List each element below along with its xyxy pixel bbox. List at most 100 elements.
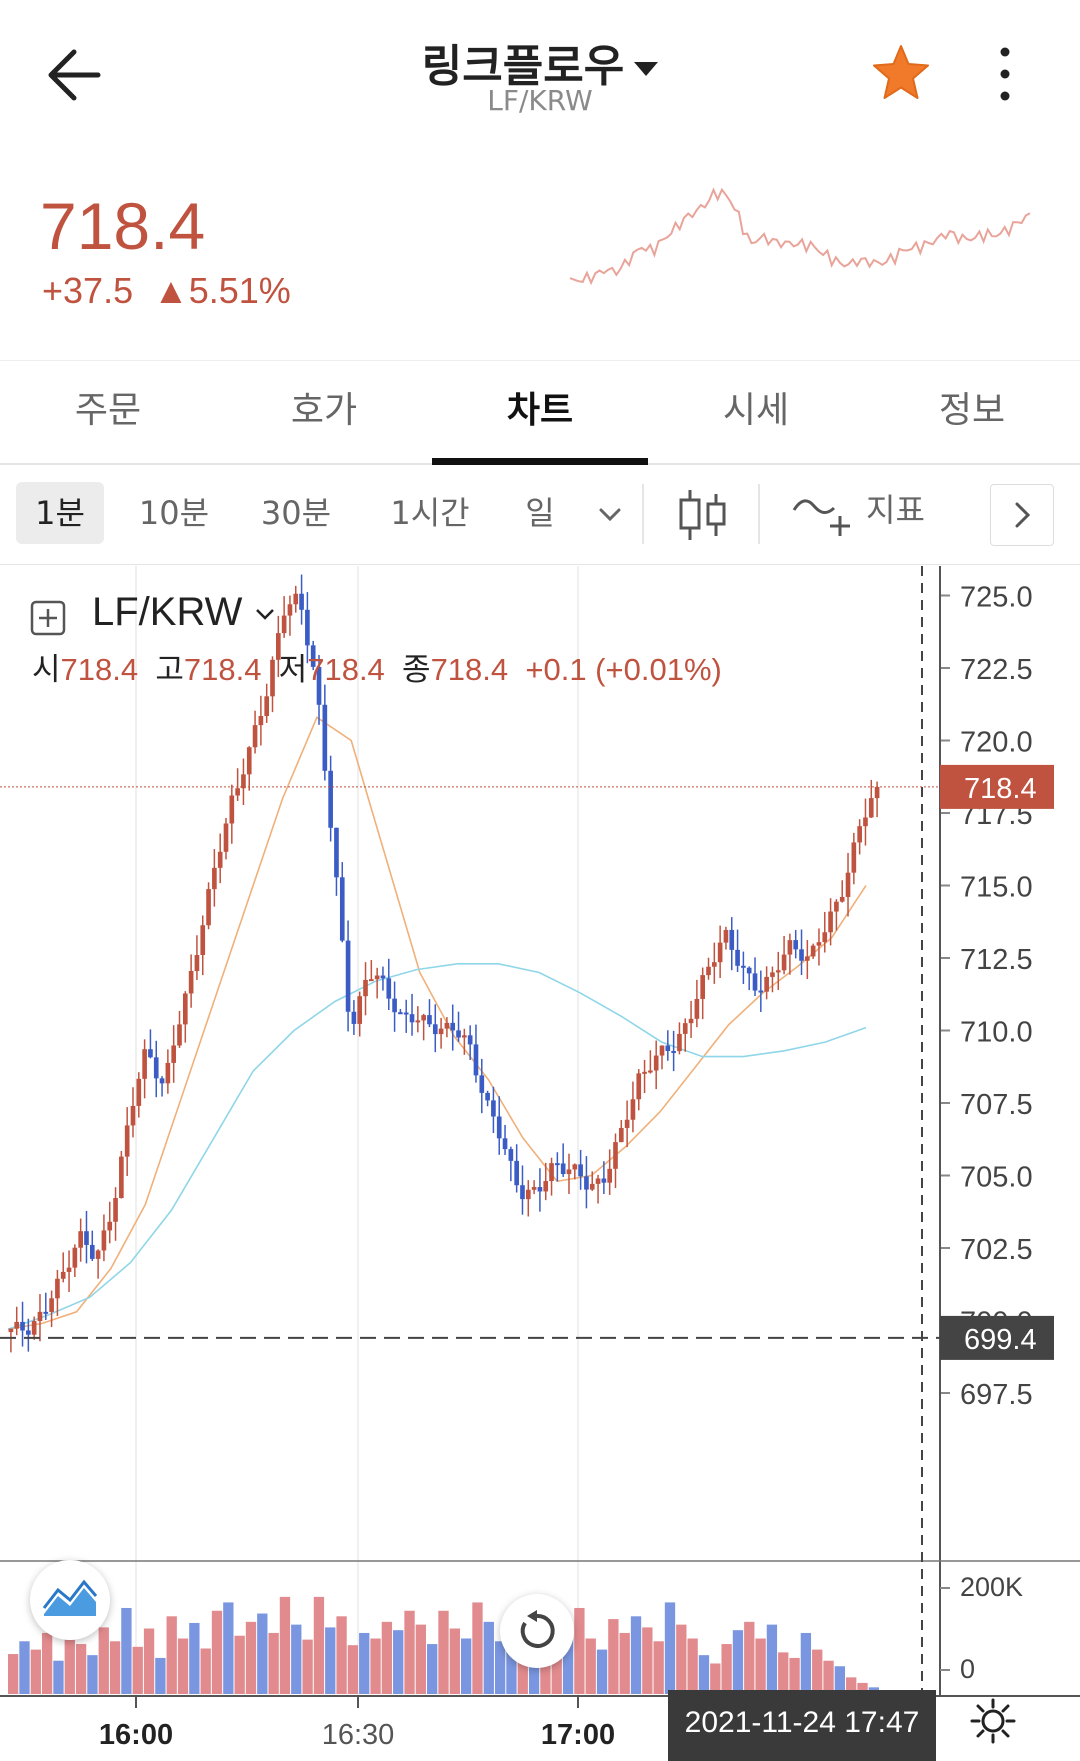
candle-body	[566, 1169, 572, 1175]
change-percent: ▲5.51%	[153, 270, 291, 311]
ma-slow-line	[7, 962, 867, 1330]
candle-body	[805, 956, 810, 961]
chevron-down-icon[interactable]	[596, 500, 624, 528]
candle-body	[153, 1057, 159, 1079]
candle-body	[310, 645, 316, 667]
chart-symbol[interactable]: LF/KRW	[92, 590, 276, 635]
candle-body	[729, 929, 735, 950]
chevron-right-icon	[1015, 502, 1031, 528]
indicator-add-icon	[792, 499, 850, 536]
candle-body	[618, 1127, 624, 1143]
candle-body	[113, 1197, 118, 1222]
tab-bar: 주문 호가 차트 시세 정보	[0, 360, 1080, 465]
tab-order[interactable]: 주문	[74, 390, 142, 431]
candle-body	[462, 1035, 467, 1038]
candle-body	[496, 1116, 502, 1139]
y-tick-label: 702.5	[960, 1234, 1033, 1266]
candle-body	[37, 1311, 43, 1322]
volume-bar	[30, 1649, 41, 1694]
crosshair-price-tag-label: 699.4	[964, 1324, 1037, 1356]
open-label: 시	[32, 652, 61, 687]
timeframe-1hour[interactable]: 1시간	[390, 494, 470, 532]
volume-bar	[812, 1649, 823, 1694]
candle-body	[485, 1092, 490, 1101]
volume-bars	[8, 1596, 879, 1694]
volume-bar	[189, 1622, 200, 1694]
star-icon[interactable]	[870, 42, 932, 104]
volume-bar	[800, 1632, 812, 1694]
candle-body	[834, 901, 839, 912]
candle-body	[386, 978, 392, 999]
tab-market-price[interactable]: 시세	[722, 390, 790, 431]
arrow-left-icon[interactable]	[40, 40, 110, 110]
volume-bar	[143, 1628, 155, 1694]
volume-bar	[359, 1632, 370, 1694]
candle-body	[328, 770, 333, 828]
volume-bar	[347, 1645, 359, 1694]
volume-bar	[766, 1624, 778, 1694]
candle-body	[456, 1030, 461, 1038]
candle-body	[345, 940, 351, 1012]
volume-tick-label: 200K	[960, 1572, 1023, 1602]
tab-info[interactable]: 정보	[938, 390, 1006, 431]
chart-overlay-button[interactable]	[30, 1560, 110, 1640]
volume-bar	[325, 1627, 336, 1694]
candle-body	[380, 975, 386, 979]
candle-body	[624, 1119, 630, 1128]
timeframe-30min[interactable]: 30분	[260, 494, 332, 532]
candle-body	[374, 975, 380, 980]
coin-title[interactable]: 링크플로우	[0, 30, 1080, 94]
timeframe-10min[interactable]: 10분	[138, 494, 210, 532]
timeframe-day[interactable]: 일	[525, 494, 555, 532]
candle-body	[735, 949, 740, 966]
candle-body	[171, 1045, 177, 1063]
candle-body	[520, 1185, 525, 1200]
chart-grid	[135, 566, 579, 1696]
volume-bar	[698, 1655, 710, 1694]
close-value: 718.4	[430, 652, 509, 687]
volume-bar	[585, 1638, 596, 1694]
indicator-button[interactable]: 지표	[790, 482, 930, 544]
gear-icon[interactable]	[968, 1696, 1018, 1746]
tab-orderbook[interactable]: 호가	[290, 390, 358, 431]
candle-body	[101, 1230, 107, 1251]
timeframe-1min[interactable]: 1분	[16, 482, 104, 544]
candle-body	[14, 1321, 20, 1329]
high-value: 718.4	[183, 652, 262, 687]
vertical-dots-icon[interactable]	[990, 44, 1020, 104]
volume-bar	[291, 1624, 302, 1694]
candle-body	[450, 1022, 456, 1031]
candlestick-icon[interactable]	[676, 486, 732, 544]
y-tick-label: 725.0	[960, 582, 1033, 614]
candle-body	[398, 1012, 403, 1015]
candle-body	[107, 1221, 113, 1231]
y-tick-label: 712.5	[960, 944, 1033, 976]
price-chart[interactable]: 725.0722.5720.0717.5715.0712.5710.0707.5…	[0, 566, 1080, 1761]
refresh-icon	[520, 1610, 555, 1648]
candle-body	[525, 1189, 531, 1200]
candle-body	[26, 1330, 31, 1335]
sparkline-line	[569, 187, 1031, 286]
volume-bar	[653, 1641, 664, 1694]
candle-body	[851, 842, 857, 873]
candle-body	[671, 1051, 676, 1054]
chart-reset-button[interactable]	[500, 1594, 574, 1668]
volume-bar	[574, 1607, 585, 1694]
toolbar-next-button[interactable]	[990, 484, 1054, 546]
volume-bar	[223, 1602, 234, 1694]
candle-body	[235, 788, 240, 796]
candle-body	[659, 1045, 665, 1056]
candle-body	[717, 942, 723, 963]
candle-body	[613, 1142, 618, 1169]
volume-bar	[427, 1644, 438, 1694]
candle-body	[508, 1149, 514, 1161]
tab-chart[interactable]: 차트	[432, 361, 648, 465]
candle-body	[665, 1045, 671, 1052]
plus-square-icon[interactable]	[30, 600, 66, 636]
candle-body	[252, 725, 258, 748]
volume-bar	[381, 1621, 393, 1694]
candle-body	[246, 747, 252, 775]
candle-body	[427, 1015, 432, 1025]
candle-body	[816, 942, 822, 946]
volume-bar	[132, 1646, 143, 1694]
